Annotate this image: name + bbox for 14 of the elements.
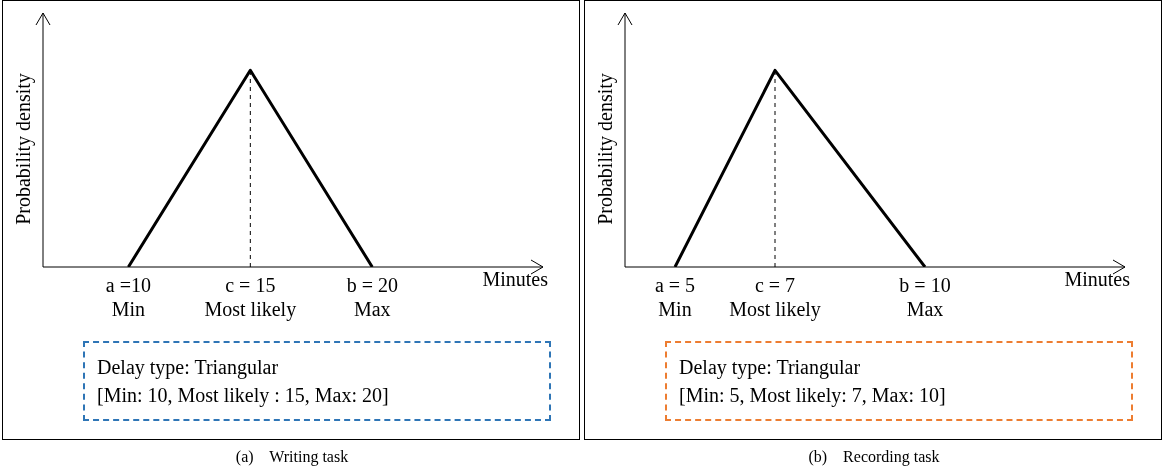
- dashed-frame: Delay type: Triangular [Min: 10, Most likely : 15, Max: 20]: [83, 341, 551, 421]
- x-tick-label: c = 7 Most likely: [729, 274, 821, 322]
- x-axis-title: Minutes: [482, 268, 549, 291]
- text: (a) Writing task: [234, 448, 350, 466]
- x-tick-label: b = 20 Max: [346, 274, 398, 321]
- y-axis-title: Probability density: [12, 73, 36, 225]
- y-axis-title: Probability density: [594, 73, 618, 225]
- x-tick-label: a = 5 Min: [654, 274, 696, 321]
- x-axis-title: Minutes: [1064, 268, 1131, 291]
- text: (b) Recording task: [807, 448, 941, 466]
- x-tick-label: a =10 Min: [105, 274, 151, 321]
- dashed-frame: Delay type: Triangular [Min: 5, Most likely: 7, Max: 10]: [665, 341, 1133, 421]
- x-tick-label: c = 15 Most likely: [204, 274, 297, 322]
- x-tick-label: b = 10 Max: [899, 274, 951, 321]
